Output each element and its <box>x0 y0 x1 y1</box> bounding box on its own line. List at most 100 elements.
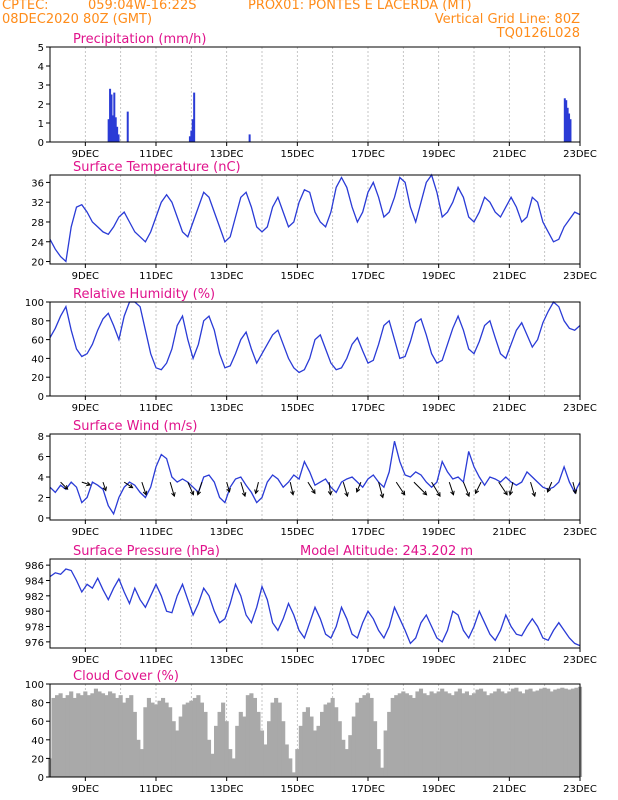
cloud-bar <box>203 711 208 777</box>
wind-arrow <box>448 481 454 495</box>
x-tick-label: 23DEC <box>563 149 597 160</box>
cloud-bar <box>510 688 515 777</box>
cloud-bar <box>496 688 501 777</box>
x-tick-label: 15DEC <box>280 403 314 414</box>
y-tick-label: 100 <box>25 680 44 691</box>
x-tick-label: 13DEC <box>210 655 244 666</box>
x-tick-label: 23DEC <box>563 527 597 538</box>
cloud-bar <box>482 691 487 777</box>
cloud-bar <box>288 758 293 777</box>
cloud-bar <box>383 730 388 777</box>
cloud-bar <box>104 695 109 777</box>
wind-arrow-head <box>241 492 247 498</box>
cloud-bar <box>471 693 477 777</box>
cloud-bar <box>210 753 215 777</box>
wind-arrow-head <box>474 489 480 495</box>
cloud-bar <box>316 725 321 777</box>
cloud-bar <box>397 693 402 777</box>
relative-humidity-chart: Relative Humidity (%) 0 20 40 60 80 100 9DEC 11D… <box>25 287 597 414</box>
cloud-bar <box>553 689 558 777</box>
cloud-bar <box>122 702 127 777</box>
precip-bar <box>110 94 113 142</box>
cloud-bar <box>97 691 102 777</box>
surface-temperature-chart: Surface Temperature (nC) 20 24 28 32 36 9DEC 11… <box>31 160 597 282</box>
wind-arrow <box>102 481 107 491</box>
cloud-bar <box>401 691 406 777</box>
plot-frame <box>49 301 581 397</box>
cloud-bar <box>111 693 116 777</box>
coordinates-label: 059:04W-16:22S <box>88 0 197 13</box>
panel-annotation: Model Altitude: 243.202 m <box>300 544 473 559</box>
cloud-bar <box>182 704 187 777</box>
cloud-bar <box>274 697 279 777</box>
precip-bar <box>116 126 119 142</box>
precipitation-chart: Precipitation (mm/h) 0 1 2 3 4 5 9DEC 11DEC 13DEC… <box>38 32 597 160</box>
x-tick-label: 9DEC <box>72 527 99 538</box>
cloud-bar <box>150 702 155 777</box>
cloud-bar <box>546 688 551 777</box>
y-tick-label: 4 <box>38 473 44 484</box>
cloud-bar <box>387 711 392 777</box>
cloud-bar <box>302 711 307 777</box>
cloud-bar <box>90 693 95 777</box>
x-tick-label: 21DEC <box>492 149 526 160</box>
y-tick-label: 40 <box>31 354 44 365</box>
precip-bar <box>114 117 117 142</box>
wind-arrow <box>530 481 536 497</box>
rh-series-line <box>49 300 581 374</box>
cloud-bar <box>443 691 448 777</box>
wind-arrow <box>509 482 514 495</box>
wind-arrow-head <box>531 492 537 498</box>
wind-arrow-head <box>572 489 578 495</box>
cloud-bar <box>86 695 91 777</box>
cloud-bar <box>312 730 318 777</box>
wind-arrow-head <box>450 490 455 496</box>
wind-arrow-head <box>63 485 69 490</box>
x-tick-label: 11DEC <box>139 527 173 538</box>
wind-arrow-head <box>400 490 406 496</box>
plot-frame <box>49 46 581 143</box>
panel-title: Precipitation (mm/h) <box>73 32 206 47</box>
panel-title: Surface Wind (m/s) <box>73 419 197 434</box>
cloud-bar <box>447 693 452 777</box>
wind-arrow <box>462 481 470 497</box>
cloud-bar <box>341 739 346 777</box>
x-tick-label: 17DEC <box>351 784 385 795</box>
wind-arrow <box>255 481 259 494</box>
wind-arrow-head <box>189 490 195 496</box>
cloud-bar <box>539 688 544 777</box>
cloud-bar <box>51 697 56 777</box>
wind-arrow-head <box>344 492 349 498</box>
source-label: CPTEC: <box>2 0 49 13</box>
temp-series-line <box>49 173 581 263</box>
cloud-bar <box>136 739 141 777</box>
wind-arrow-head <box>290 490 295 496</box>
cloud-bar <box>76 693 81 777</box>
wind-arrow-head <box>254 489 259 495</box>
x-tick-label: 9DEC <box>72 403 99 414</box>
wind-arrow <box>378 481 384 498</box>
cloud-bar <box>305 707 310 777</box>
cloud-bar <box>475 689 480 777</box>
cloud-bar <box>146 697 151 777</box>
x-tick-label: 15DEC <box>280 784 314 795</box>
cloud-bar <box>298 725 303 777</box>
cloud-bar <box>532 691 537 777</box>
y-tick-label: 40 <box>31 736 44 747</box>
cloud-bar <box>450 695 455 777</box>
x-tick-label: 17DEC <box>351 655 385 666</box>
cloud-bar <box>411 697 416 777</box>
wind-arrow <box>475 481 482 494</box>
cloud-bar <box>125 697 130 777</box>
x-tick-label: 19DEC <box>422 784 456 795</box>
y-tick-label: 982 <box>25 592 44 603</box>
y-tick-label: 3 <box>38 81 44 92</box>
x-tick-label: 19DEC <box>422 149 456 160</box>
cloud-bar <box>221 702 226 777</box>
cloud-bar <box>440 688 445 777</box>
x-tick-label: 13DEC <box>210 784 244 795</box>
panel-title: Relative Humidity (%) <box>73 287 215 302</box>
wind-arrow-head <box>102 486 108 492</box>
cloud-bar <box>164 702 169 777</box>
cloud-bar <box>72 697 77 777</box>
